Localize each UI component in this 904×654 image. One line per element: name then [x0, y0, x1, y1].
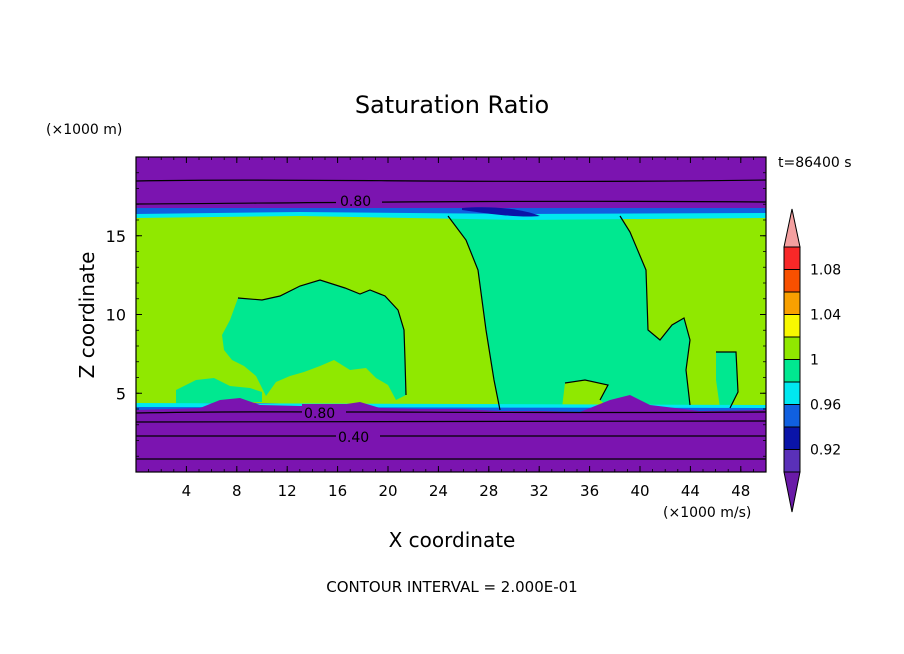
- x-unit-label: (×1000 m/s): [663, 505, 751, 521]
- colorbar-swatch: [783, 359, 801, 383]
- colorbar-swatch: [783, 246, 801, 270]
- y-tick-label: 10: [106, 306, 126, 325]
- colorbar-swatch: [783, 314, 801, 338]
- x-tick-label: 4: [182, 482, 192, 500]
- x-tick-label: 20: [378, 482, 397, 500]
- colorbar-label: 1: [810, 353, 819, 369]
- x-tick-label: 40: [630, 482, 649, 500]
- moist-patch-right: [716, 352, 738, 408]
- colorbar-label: 0.96: [810, 398, 841, 414]
- contour-lines: [135, 179, 767, 460]
- x-tick-label: 44: [681, 482, 700, 500]
- chart-title: Saturation Ratio: [355, 91, 549, 119]
- upper-dark-wisp: [462, 207, 540, 217]
- x-tick-label: 12: [278, 482, 297, 500]
- colorbar-swatch: [783, 449, 801, 473]
- contour-label-upper: 0.80: [340, 194, 371, 210]
- colorbar-label: 1.08: [810, 263, 841, 279]
- colorbar-swatch: [783, 291, 801, 315]
- plot-area: 0.80 0.80 0.40: [135, 156, 767, 473]
- x-tick-label: 48: [731, 482, 750, 500]
- x-tick-label: 24: [429, 482, 448, 500]
- lower-dry-layer: [136, 395, 766, 472]
- upper-edge-cyan: [136, 212, 766, 220]
- y-axis: 5 10 15: [106, 172, 766, 457]
- colorbar-swatch: [783, 381, 801, 405]
- x-tick-label: 28: [479, 482, 498, 500]
- x-tick-label: 8: [232, 482, 242, 500]
- upper-edge-blue: [136, 208, 766, 214]
- colorbar-label: 0.92: [810, 443, 841, 459]
- colorbar-swatch: [783, 404, 801, 428]
- x-tick-label: 36: [580, 482, 599, 500]
- moist-patch-low-left: [176, 378, 262, 404]
- colorbar-bottom-arrow: [783, 471, 801, 513]
- colorbar-label: 1.04: [810, 308, 841, 324]
- y-tick-label: 15: [106, 227, 126, 246]
- x-tick-label: 16: [328, 482, 347, 500]
- contour-label-lower-1: 0.80: [304, 406, 335, 422]
- moist-region-center: [448, 216, 690, 411]
- contour-interval-footer: CONTOUR INTERVAL = 2.000E-01: [326, 578, 577, 596]
- x-tick-label: 32: [530, 482, 549, 500]
- moist-region-left: [222, 280, 406, 400]
- y-axis-label: Z coordinate: [75, 252, 99, 379]
- colorbar-swatch: [783, 269, 801, 293]
- y-unit-label: (×1000 m): [46, 122, 122, 138]
- y-tick-label: 5: [116, 384, 126, 403]
- colorbar: 1.08 1.04 1 0.96 0.92: [783, 208, 841, 513]
- x-axis-label: X coordinate: [389, 528, 516, 552]
- contour-label-lower-2: 0.40: [338, 430, 369, 446]
- colorbar-swatch: [783, 426, 801, 450]
- x-axis: 4 8 12 16 20 24 28 32 36 40 44 48: [148, 157, 754, 500]
- colorbar-swatch: [783, 336, 801, 360]
- time-label: t=86400 s: [778, 155, 852, 171]
- colorbar-top-arrow: [783, 208, 801, 248]
